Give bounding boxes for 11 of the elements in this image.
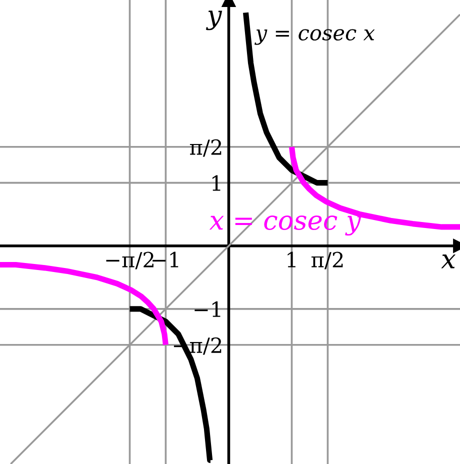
x-axis-title: x (441, 254, 456, 268)
x-tick-label: −π/2 (106, 252, 154, 270)
y-tick-label: π/2 (190, 139, 222, 157)
x-tick-label: −1 (152, 252, 178, 268)
series-label: y = cosec x (254, 29, 375, 45)
y-tick-label: 1 (212, 175, 220, 191)
y-axis-title: y (206, 10, 222, 30)
y-tick-label: −1 (194, 301, 220, 317)
series-label: x = cosec y (209, 216, 362, 236)
x-tick-label: 1 (288, 252, 296, 268)
x-tick-label: π/2 (311, 252, 343, 270)
